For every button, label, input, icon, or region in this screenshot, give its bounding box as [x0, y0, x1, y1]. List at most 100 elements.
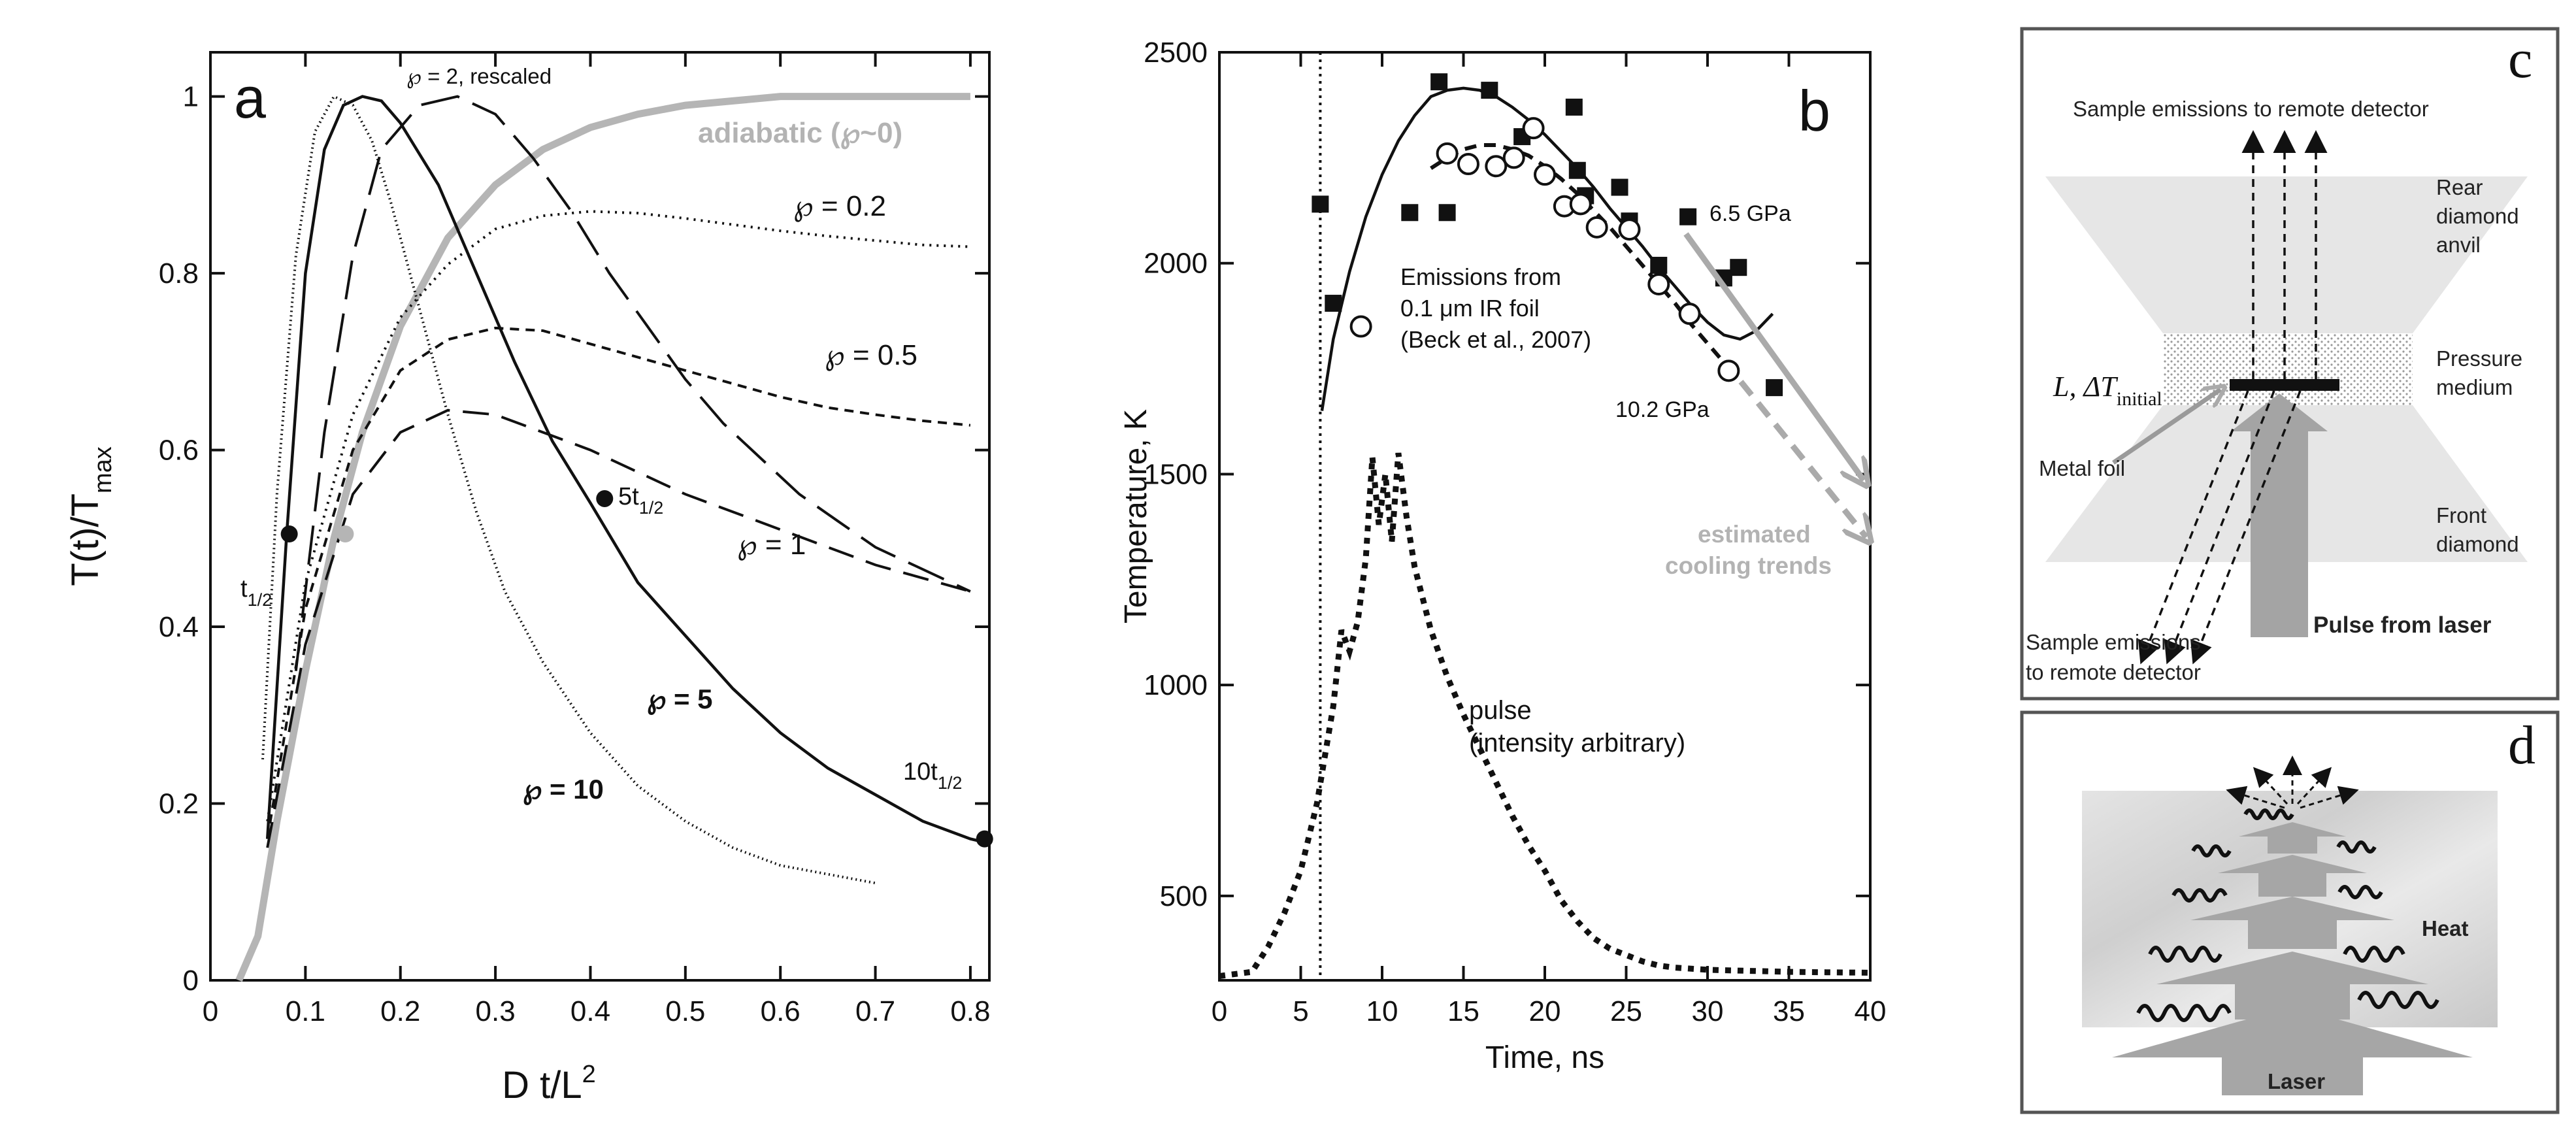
p5-label: ℘ = 5 — [647, 684, 713, 715]
laser-heat-chevrons — [2112, 822, 2473, 1095]
data-point-10-2gpa — [1647, 273, 1670, 295]
panel-a-xtick-label: 0.3 — [476, 995, 516, 1027]
panel-b-xtick-label: 5 — [1293, 995, 1308, 1027]
top-emissions-label: Sample emissions to remote detector — [2073, 97, 2429, 121]
data-point-10-2gpa — [1485, 155, 1508, 178]
gpa-102-label: 10.2 GPa — [1615, 397, 1709, 422]
emissions-line-3: (Beck et al., 2007) — [1400, 326, 1591, 353]
panel-b-xtick-label: 35 — [1773, 995, 1805, 1027]
data-point-10-2gpa — [1678, 303, 1701, 325]
panel-a-xtick-label: 0.1 — [286, 995, 325, 1027]
panel-b-xtick-label: 20 — [1529, 995, 1561, 1027]
trend-line-2: cooling trends — [1665, 552, 1832, 579]
front-label-1: Front — [2436, 503, 2486, 527]
panel-a-marker — [976, 830, 993, 848]
trend-line-1: estimated — [1698, 521, 1811, 548]
heat-label: Heat — [2422, 916, 2469, 940]
panel-a-xtick-label: 0.8 — [950, 995, 990, 1027]
data-point-6-5gpa — [1650, 256, 1668, 274]
emission-arrow-down-2 — [2164, 390, 2275, 665]
emission-arrows-small — [2226, 755, 2359, 809]
data-point-6-5gpa — [1730, 259, 1747, 276]
pulse-line-2: (intensity arbitrary) — [1469, 729, 1685, 757]
data-point-10-2gpa — [1502, 146, 1525, 169]
data-point-10-2gpa — [1717, 359, 1740, 382]
panel-a-ylabel: T(t)/Tmax — [64, 446, 117, 586]
data-point-6-5gpa — [1312, 195, 1329, 213]
panel-b-series-line — [1219, 452, 1871, 979]
l-delta-t-label: L, ΔTinitial — [2053, 371, 2162, 410]
data-point-6-5gpa — [1325, 295, 1342, 312]
panel-b-ylabel: Temperature, K — [1119, 409, 1153, 623]
laser-label: Laser — [2268, 1069, 2325, 1093]
panel-a-series-line — [235, 93, 970, 982]
p1-label: ℘ = 1 — [737, 529, 806, 561]
data-point-6-5gpa — [1438, 204, 1456, 222]
panel-a-ytick-label: 0.6 — [159, 435, 199, 467]
data-point-6-5gpa — [1679, 208, 1697, 225]
bottom-emissions-label-2: to remote detector — [2026, 660, 2201, 684]
metal-foil-pointer — [2112, 390, 2221, 465]
pressure-medium — [2163, 333, 2413, 405]
t-half-label: t1/2 — [240, 575, 272, 610]
rear-label-1: Rear — [2436, 175, 2483, 199]
panel-b-xtick-label: 40 — [1855, 995, 1887, 1027]
p05-label: ℘ = 0.5 — [825, 339, 917, 371]
panel-a-xtick-label: 0.7 — [855, 995, 895, 1027]
data-point-10-2gpa — [1436, 142, 1459, 165]
ten-t-half-label: 10t1/2 — [903, 758, 962, 793]
data-point-6-5gpa — [1611, 178, 1628, 196]
data-point-6-5gpa — [1766, 379, 1783, 397]
cooling-trend-arrow-dashed — [1738, 380, 1866, 537]
panel-a-xtick-label: 0.4 — [570, 995, 610, 1027]
data-point-10-2gpa — [1618, 218, 1641, 241]
emission-arrow-down-1 — [2138, 390, 2249, 665]
pulse-from-laser-label: Pulse from laser — [2313, 612, 2492, 638]
rear-diamond-anvil — [2045, 176, 2528, 333]
p02-label: ℘ = 0.2 — [793, 190, 886, 222]
panel-b-xtick-label: 30 — [1692, 995, 1724, 1027]
panel-a-ytick-label: 0.2 — [159, 788, 199, 820]
panel-d-diagram: d Heat Laser — [2020, 710, 2560, 1114]
data-point-6-5gpa — [1481, 82, 1498, 99]
panel-b-xtick-label: 0 — [1212, 995, 1227, 1027]
rear-label-3: anvil — [2436, 233, 2481, 257]
emission-arrow-down-3 — [2190, 390, 2302, 665]
pressure-label-1: Pressure — [2436, 346, 2522, 371]
cooling-trend-arrow-solid — [1683, 232, 1864, 480]
panel-c-diagram: c Sample emissions to remote detector Re… — [2020, 27, 2560, 701]
gpa-65-label: 6.5 GPa — [1709, 201, 1791, 226]
panel-b-letter: b — [1798, 78, 1830, 143]
panel-a-marker — [596, 490, 614, 507]
laser-pulse-arrow — [2231, 393, 2328, 637]
panel-a-series-line — [266, 326, 971, 839]
data-point-6-5gpa — [1568, 161, 1586, 179]
panel-a-ytick-label: 1 — [183, 81, 199, 113]
panel-b-ytick-label: 1000 — [1144, 669, 1208, 701]
panel-a-series-line — [265, 95, 990, 845]
panel-a-letter: a — [234, 65, 266, 130]
p10-label: ℘ = 10 — [523, 774, 604, 805]
bottom-emissions-label-1: Sample emissions — [2026, 630, 2201, 654]
panel-b-chart: 0 5 10 15 20 25 30 35 40 500 1000 1500 2000 2500 b Em… — [1119, 37, 1886, 1075]
pulse-line-1: pulse — [1469, 696, 1532, 725]
panel-a-ytick-label: 0.4 — [159, 611, 199, 643]
data-point-10-2gpa — [1457, 153, 1479, 176]
rear-label-2: diamond — [2436, 204, 2519, 228]
panel-b-ytick-label: 2500 — [1144, 37, 1208, 69]
panel-b-xtick-label: 10 — [1366, 995, 1398, 1027]
panel-a-marker — [337, 525, 354, 543]
data-point-10-2gpa — [1585, 216, 1608, 239]
data-point-10-2gpa — [1569, 193, 1592, 216]
pressure-label-2: medium — [2436, 375, 2513, 399]
metal-foil — [2230, 379, 2339, 391]
panel-b-xtick-label: 15 — [1447, 995, 1479, 1027]
panel-a-ytick-label: 0 — [183, 965, 199, 997]
panel-a-series-line — [266, 408, 971, 848]
panel-b-series — [1219, 52, 1871, 980]
data-point-6-5gpa — [1565, 98, 1583, 116]
data-point-10-2gpa — [1522, 117, 1545, 140]
adiabatic-label: adiabatic (℘~0) — [698, 117, 902, 150]
panel-a-chart: 0 0.1 0.2 0.3 0.4 0.5 0.6 0.7 0.800.20.40.60.81 … — [64, 51, 993, 1106]
